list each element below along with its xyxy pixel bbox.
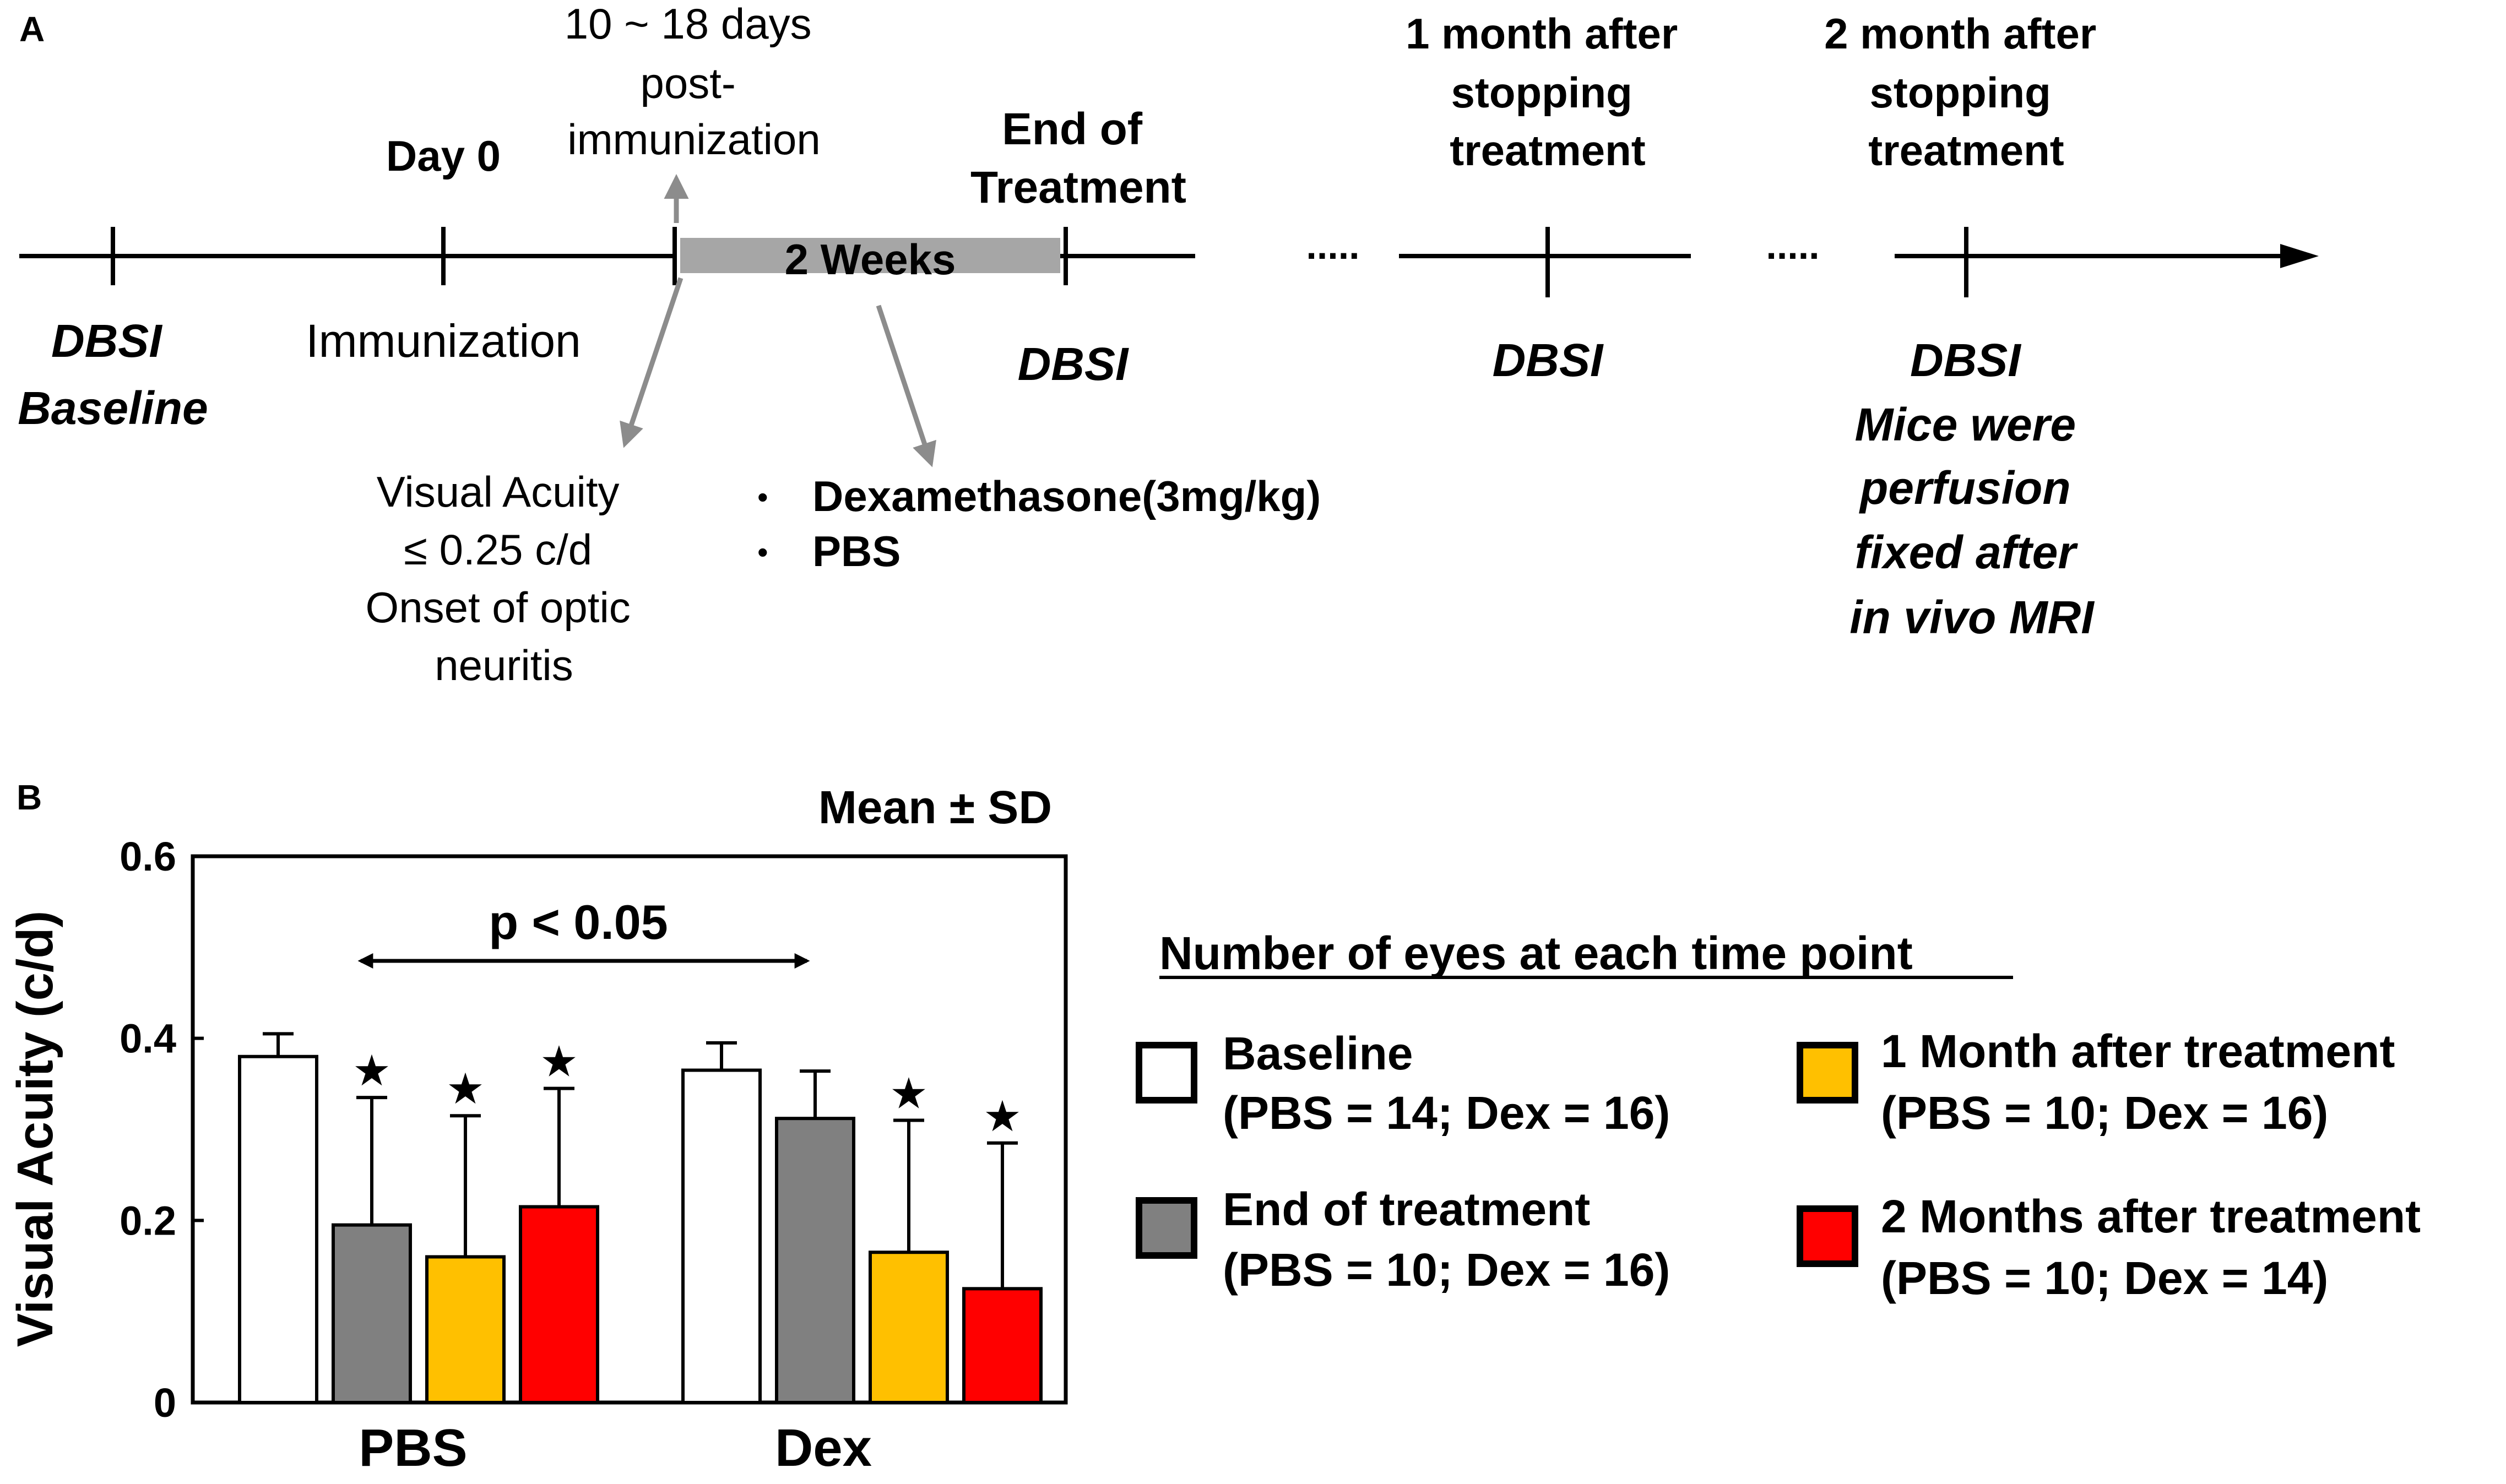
legend-name-baseline: Baseline <box>1223 1028 1413 1079</box>
y-axis-label: Visual Acuity (c/d) <box>7 911 63 1347</box>
day0-label: Day 0 <box>386 132 501 180</box>
bar-dex-1-month-after-treatment <box>869 1251 949 1404</box>
legend-counts-2-months-after-treatment: (PBS = 10; Dex = 14) <box>1881 1252 2328 1304</box>
legend-name-2-months-after-treatment: 2 Months after treatment <box>1881 1191 2421 1242</box>
arrow-to-onset <box>620 277 684 448</box>
post-immunization-text: 10 ~ 18 days post- immunization <box>565 0 824 164</box>
panel-b: B Mean ± SD Visual Acuity (c/d) 00.20.40… <box>7 778 2421 1477</box>
legend-swatch-1-month-after-treatment <box>1797 1042 1858 1104</box>
star-dex-1-month-after-treatment: ★ <box>889 1069 928 1118</box>
legend-name-1-month-after-treatment: 1 Month after treatment <box>1881 1025 2395 1077</box>
onset-text: Visual Acuity ≤ 0.25 c/d Onset of optic … <box>366 468 643 689</box>
panel-a: A 2 Weeks ..... ..... 10 ~ 18 days post-… <box>18 0 2319 689</box>
y-ticks: 0 0.2 0.4 0.6 <box>120 834 204 1426</box>
category-labels: PBS Dex <box>359 1418 872 1477</box>
star-dex-2-months-after-treatment: ★ <box>983 1092 1022 1141</box>
panel-a-label: A <box>19 9 45 49</box>
legend-swatch-2-months-after-treatment <box>1797 1205 1858 1267</box>
two-weeks-bar <box>680 238 1060 273</box>
category-label-pbs: PBS <box>359 1418 467 1477</box>
dbsi-one-month: DBSI <box>1493 334 1604 386</box>
plot-frame <box>191 854 1068 1405</box>
dbsi-baseline-label: DBSI Baseline <box>18 315 208 434</box>
significance-label: p < 0.05 <box>489 895 668 949</box>
bars-group: ★ ★ ★ ★ ★ <box>238 1032 1043 1405</box>
y-tick-label: 0 <box>154 1380 176 1426</box>
end-treatment-label: End of Treatment <box>970 104 1186 213</box>
legend-swatch-end-of-treatment <box>1136 1197 1197 1259</box>
bar-pbs-2-months-after-treatment <box>519 1205 599 1405</box>
stat-note: Mean ± SD <box>818 781 1052 833</box>
star-pbs-1-month-after-treatment: ★ <box>446 1064 485 1114</box>
y-tick-label: 0.4 <box>120 1016 176 1062</box>
legend: Number of eyes at each time point Baseli… <box>1136 927 2421 1304</box>
y-tick-label: 0.2 <box>120 1198 176 1243</box>
one-month-label: 1 month after stopping treatment <box>1406 9 1690 175</box>
ellipsis-1: ..... <box>1306 224 1359 267</box>
bar-pbs-1-month-after-treatment <box>425 1255 506 1404</box>
bullet-2: • <box>757 535 768 569</box>
bar-dex-end-of-treatment <box>775 1117 855 1405</box>
two-weeks-label: 2 Weeks <box>785 235 956 284</box>
y-tick-label: 0.6 <box>120 834 176 879</box>
legend-swatch-baseline <box>1136 1042 1197 1104</box>
two-month-label: 2 month after stopping treatment <box>1824 9 2108 175</box>
legend-name-end-of-treatment: End of treatment <box>1223 1183 1590 1235</box>
bar-dex-2-months-after-treatment <box>962 1287 1043 1404</box>
panel-b-label: B <box>17 778 42 817</box>
bar-pbs-baseline <box>238 1054 318 1404</box>
treatment-pbs: PBS <box>812 527 901 575</box>
category-label-dex: Dex <box>775 1418 872 1477</box>
legend-counts-1-month-after-treatment: (PBS = 10; Dex = 16) <box>1881 1087 2328 1139</box>
legend-counts-baseline: (PBS = 14; Dex = 16) <box>1223 1087 1670 1139</box>
legend-title: Number of eyes at each time point <box>1159 927 1913 979</box>
treatment-dexamethasone: Dexamethasone(3mg/kg) <box>812 472 1321 520</box>
timeline-arrowhead <box>2280 244 2319 268</box>
dbsi-end-treatment: DBSI <box>1018 338 1129 390</box>
arrow-to-treatments <box>876 305 936 468</box>
star-pbs-2-months-after-treatment: ★ <box>540 1037 578 1087</box>
ellipsis-2: ..... <box>1766 224 1819 267</box>
bar-dex-baseline <box>681 1068 762 1404</box>
bar-pbs-end-of-treatment <box>332 1223 412 1405</box>
immunization-label: Immunization <box>306 315 581 367</box>
dbsi-two-month-label: DBSI Mice were perfusion fixed after in … <box>1849 334 2095 643</box>
star-pbs-end-of-treatment: ★ <box>352 1046 391 1096</box>
legend-counts-end-of-treatment: (PBS = 10; Dex = 16) <box>1223 1244 1670 1296</box>
bullet-1: • <box>757 480 768 514</box>
